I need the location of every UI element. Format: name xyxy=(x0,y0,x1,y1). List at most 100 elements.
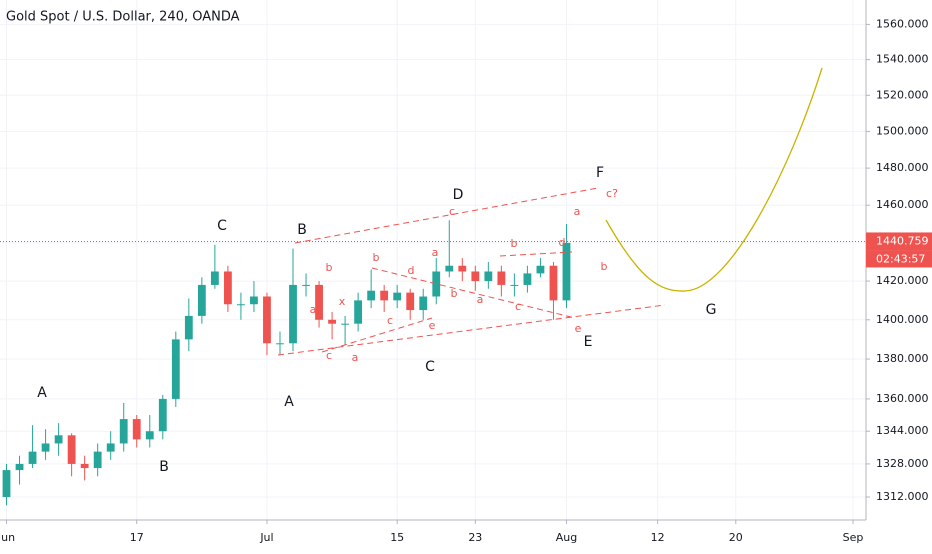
x-tick-label: Sep xyxy=(843,531,864,544)
projection-curve xyxy=(605,67,823,292)
candle-body xyxy=(119,419,128,444)
subwave-label: d xyxy=(408,264,415,277)
candle-body xyxy=(132,419,141,440)
wave-label: A xyxy=(284,394,294,410)
subwave-label: a xyxy=(432,246,439,259)
candle-body xyxy=(289,284,297,344)
candle-body xyxy=(67,435,76,464)
wave-label: A xyxy=(37,385,47,401)
subwave-label: c xyxy=(387,314,393,327)
y-tick-label: 1312.000 xyxy=(876,490,929,503)
candle-body xyxy=(328,319,336,324)
grid xyxy=(0,0,866,520)
candle-body xyxy=(523,273,532,285)
candle-body xyxy=(250,296,258,305)
candle-body xyxy=(380,290,389,301)
candle-body xyxy=(406,292,415,311)
candle-body xyxy=(536,265,545,274)
subwave-label: e xyxy=(575,322,582,335)
y-tick-label: 1360.000 xyxy=(876,392,929,405)
subwave-label: a xyxy=(310,303,317,316)
x-tick-label: Aug xyxy=(556,531,577,544)
inner-trend-line xyxy=(321,317,433,353)
subwave-label: b xyxy=(326,261,333,274)
y-tick-label: 1500.000 xyxy=(876,124,929,137)
candle-body xyxy=(315,284,323,320)
candle-body xyxy=(2,470,11,498)
wave-label: D xyxy=(453,187,464,203)
wave-label: F xyxy=(596,165,604,181)
y-tick-label: 1344.000 xyxy=(876,424,929,437)
wave-label: B xyxy=(159,459,169,475)
y-tick-label: 1480.000 xyxy=(876,161,929,174)
y-tick-label: 1520.000 xyxy=(876,88,929,101)
x-tick-label: Jul xyxy=(259,531,273,544)
y-tick-label: 1380.000 xyxy=(876,352,929,365)
subwave-label: c? xyxy=(606,187,618,200)
chart-title: Gold Spot / U.S. Dollar, 240, OANDA xyxy=(6,10,240,25)
last-price-label: 1440.759 xyxy=(876,234,929,247)
y-tick-label: 1400.000 xyxy=(876,313,929,326)
y-tick-label: 1560.000 xyxy=(876,17,929,30)
upper-trend-line xyxy=(294,187,599,244)
x-tick-label: 17 xyxy=(130,531,144,544)
candle-body xyxy=(263,296,271,344)
subwave-label: b xyxy=(451,287,458,300)
candle-body xyxy=(562,242,571,301)
candle-body xyxy=(341,323,350,325)
x-tick-label: 23 xyxy=(468,531,482,544)
subwave-label: c xyxy=(515,300,521,313)
countdown-box xyxy=(866,250,932,268)
candle-body xyxy=(197,284,206,316)
wave-label: C xyxy=(425,359,435,375)
candle-body xyxy=(145,431,154,440)
candle-body xyxy=(41,443,50,452)
x-tick-label: 12 xyxy=(651,531,665,544)
annotations: A B C B A C D F E G c b b d a b a x c e … xyxy=(37,165,716,475)
candle-body xyxy=(510,284,519,286)
last-price-box xyxy=(866,232,932,251)
candle-body xyxy=(15,463,24,471)
subwave-label: b xyxy=(511,237,518,250)
candle-body xyxy=(80,463,89,469)
candle-body xyxy=(549,265,558,301)
subwave-label: a xyxy=(477,293,484,306)
candle-body xyxy=(223,271,232,305)
candle-body xyxy=(445,265,454,272)
candle-body xyxy=(432,271,441,297)
candle-body xyxy=(237,304,245,306)
y-tick-label: 1540.000 xyxy=(876,53,929,66)
wave-label: C xyxy=(217,218,227,234)
candle-body xyxy=(354,300,363,324)
subwave-label: b xyxy=(373,251,380,264)
y-tick-label: 1460.000 xyxy=(876,198,929,211)
subwave-label: d xyxy=(559,236,566,249)
x-tick-label: 20 xyxy=(729,531,743,544)
candle-body xyxy=(276,343,284,345)
candle-body xyxy=(393,292,402,301)
axes: 1312.000 1328.000 1344.000 1360.000 1380.000… xyxy=(0,17,932,544)
wave-label: B xyxy=(297,222,307,238)
candle-body xyxy=(106,443,115,452)
wave-lines xyxy=(277,187,666,356)
candle-body xyxy=(471,271,480,282)
x-tick-label: 15 xyxy=(390,531,404,544)
subwave-label: a xyxy=(574,205,581,218)
candle-body xyxy=(93,451,102,469)
candle-body xyxy=(28,451,37,464)
subwave-label: e xyxy=(429,319,436,332)
candle-body xyxy=(458,265,467,272)
wave-label: E xyxy=(584,334,593,350)
candle-body xyxy=(54,435,63,444)
candle-body xyxy=(367,290,376,301)
wave-label: G xyxy=(706,302,717,318)
inner-trend-line xyxy=(371,267,576,319)
candle-body xyxy=(158,398,167,432)
subwave-label: c xyxy=(449,205,455,218)
lower-trend-line xyxy=(277,304,666,356)
y-tick-label: 1420.000 xyxy=(876,274,929,287)
y-tick-label: 1328.000 xyxy=(876,457,929,470)
subwave-label: c xyxy=(326,349,332,362)
candle-body xyxy=(484,271,493,282)
